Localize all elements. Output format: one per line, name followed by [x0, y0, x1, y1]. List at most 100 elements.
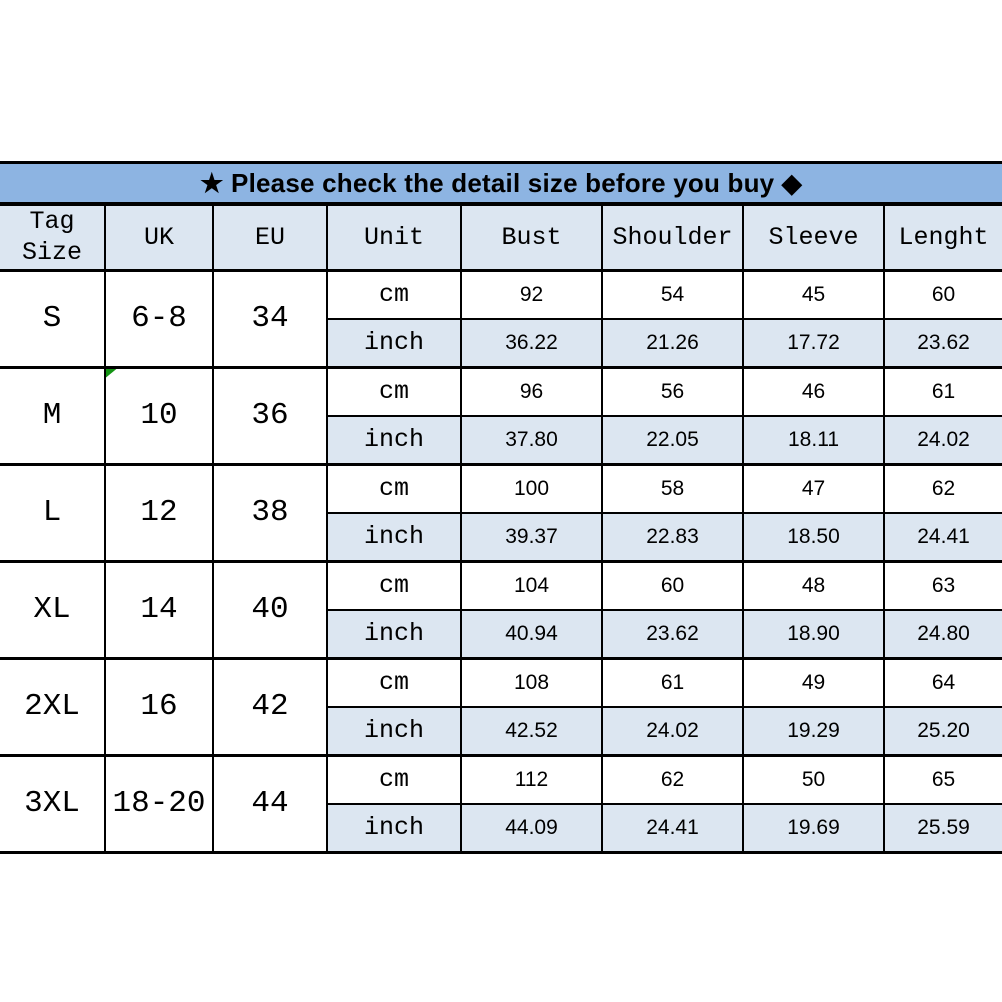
bust-inch-value: 44.09 — [460, 802, 603, 854]
bust-inch-value: 37.80 — [460, 414, 603, 465]
sleeve-inch-value: 19.69 — [742, 802, 885, 854]
shoulder-inch-value: 22.05 — [601, 414, 744, 465]
sleeve-cm-value: 46 — [742, 365, 885, 417]
tag-size-value: 3XL — [0, 753, 106, 854]
size-chart-table: ★ Please check the detail size before yo… — [0, 161, 1002, 854]
size-row-s-inch: inch 36.22 21.26 17.72 23.62 — [0, 317, 1002, 368]
sleeve-inch-value: 18.90 — [742, 608, 885, 659]
uk-size-value: 12 — [104, 462, 214, 562]
size-row-2xl-cm: 2XL 16 42 cm 108 61 49 64 — [0, 656, 1002, 756]
shoulder-inch-value: 24.41 — [601, 802, 744, 854]
uk-size-value: 14 — [104, 559, 214, 659]
unit-label-cm: cm — [326, 656, 462, 708]
bust-inch-value: 42.52 — [460, 705, 603, 756]
unit-label-cm: cm — [326, 462, 462, 514]
lenght-cm-value: 64 — [882, 656, 1002, 708]
uk-size-text: 10 — [140, 398, 178, 433]
sleeve-inch-value: 18.11 — [742, 414, 885, 465]
sleeve-inch-value: 18.50 — [742, 511, 885, 562]
unit-label-cm: cm — [326, 753, 462, 805]
lenght-cm-value: 65 — [882, 753, 1002, 805]
column-header-lenght: Lenght — [882, 203, 1002, 272]
shoulder-cm-value: 56 — [601, 365, 744, 417]
size-row-l-cm: L 12 38 cm 100 58 47 62 — [0, 462, 1002, 562]
lenght-inch-value: 25.59 — [882, 802, 1002, 854]
shoulder-inch-value: 21.26 — [601, 317, 744, 368]
shoulder-inch-value: 22.83 — [601, 511, 744, 562]
bust-inch-value: 36.22 — [460, 317, 603, 368]
size-row-xl-cm: XL 14 40 cm 104 60 48 63 — [0, 559, 1002, 659]
tag-size-value: S — [0, 268, 106, 368]
eu-size-value: 44 — [212, 753, 328, 854]
sleeve-cm-value: 50 — [742, 753, 885, 805]
unit-label-inch: inch — [326, 802, 462, 854]
banner-notice: ★ Please check the detail size before yo… — [0, 161, 1002, 206]
sleeve-inch-value: 17.72 — [742, 317, 885, 368]
unit-label-cm: cm — [326, 268, 462, 320]
lenght-inch-value: 24.02 — [882, 414, 1002, 465]
lenght-inch-value: 24.41 — [882, 511, 1002, 562]
bust-cm-value: 112 — [460, 753, 603, 805]
column-header-sleeve: Sleeve — [742, 203, 885, 272]
size-chart: ★ Please check the detail size before yo… — [0, 161, 1002, 854]
column-header-uk: UK — [104, 203, 214, 272]
uk-size-value: 18-20 — [104, 753, 214, 854]
shoulder-cm-value: 62 — [601, 753, 744, 805]
sleeve-cm-value: 45 — [742, 268, 885, 320]
lenght-inch-value: 23.62 — [882, 317, 1002, 368]
size-row-3xl-inch: inch 44.09 24.41 19.69 25.59 — [0, 802, 1002, 854]
cell-error-marker-icon — [107, 370, 117, 378]
lenght-cm-value: 62 — [882, 462, 1002, 514]
shoulder-cm-value: 60 — [601, 559, 744, 611]
bust-cm-value: 100 — [460, 462, 603, 514]
lenght-inch-value: 25.20 — [882, 705, 1002, 756]
column-header-eu: EU — [212, 203, 328, 272]
sleeve-cm-value: 49 — [742, 656, 885, 708]
unit-label-cm: cm — [326, 559, 462, 611]
eu-size-value: 42 — [212, 656, 328, 756]
tag-size-value: M — [0, 365, 106, 465]
shoulder-cm-value: 54 — [601, 268, 744, 320]
eu-size-value: 36 — [212, 365, 328, 465]
shoulder-inch-value: 23.62 — [601, 608, 744, 659]
size-row-2xl-inch: inch 42.52 24.02 19.29 25.20 — [0, 705, 1002, 756]
tag-size-value: L — [0, 462, 106, 562]
bust-cm-value: 108 — [460, 656, 603, 708]
column-header-unit: Unit — [326, 203, 462, 272]
unit-label-inch: inch — [326, 608, 462, 659]
size-row-l-inch: inch 39.37 22.83 18.50 24.41 — [0, 511, 1002, 562]
eu-size-value: 34 — [212, 268, 328, 368]
unit-label-cm: cm — [326, 365, 462, 417]
unit-label-inch: inch — [326, 317, 462, 368]
lenght-cm-value: 63 — [882, 559, 1002, 611]
unit-label-inch: inch — [326, 414, 462, 465]
lenght-cm-value: 60 — [882, 268, 1002, 320]
size-row-m-inch: inch 37.80 22.05 18.11 24.02 — [0, 414, 1002, 465]
bust-cm-value: 96 — [460, 365, 603, 417]
sleeve-cm-value: 47 — [742, 462, 885, 514]
shoulder-inch-value: 24.02 — [601, 705, 744, 756]
bust-cm-value: 92 — [460, 268, 603, 320]
banner-row: ★ Please check the detail size before yo… — [0, 161, 1002, 206]
uk-size-value: 6-8 — [104, 268, 214, 368]
sleeve-cm-value: 48 — [742, 559, 885, 611]
unit-label-inch: inch — [326, 705, 462, 756]
bust-inch-value: 39.37 — [460, 511, 603, 562]
header-row: Tag Size UK EU Unit Bust Shoulder Sleeve… — [0, 203, 1002, 272]
eu-size-value: 38 — [212, 462, 328, 562]
column-header-shoulder: Shoulder — [601, 203, 744, 272]
size-row-3xl-cm: 3XL 18-20 44 cm 112 62 50 65 — [0, 753, 1002, 854]
column-header-bust: Bust — [460, 203, 603, 272]
uk-size-value: 10 — [104, 365, 214, 465]
bust-cm-value: 104 — [460, 559, 603, 611]
tag-size-value: XL — [0, 559, 106, 659]
lenght-cm-value: 61 — [882, 365, 1002, 417]
size-row-s-cm: S 6-8 34 cm 92 54 45 60 — [0, 268, 1002, 368]
uk-size-value: 16 — [104, 656, 214, 756]
tag-size-value: 2XL — [0, 656, 106, 756]
column-header-tag-size: Tag Size — [0, 203, 106, 272]
shoulder-cm-value: 58 — [601, 462, 744, 514]
lenght-inch-value: 24.80 — [882, 608, 1002, 659]
bust-inch-value: 40.94 — [460, 608, 603, 659]
size-row-xl-inch: inch 40.94 23.62 18.90 24.80 — [0, 608, 1002, 659]
